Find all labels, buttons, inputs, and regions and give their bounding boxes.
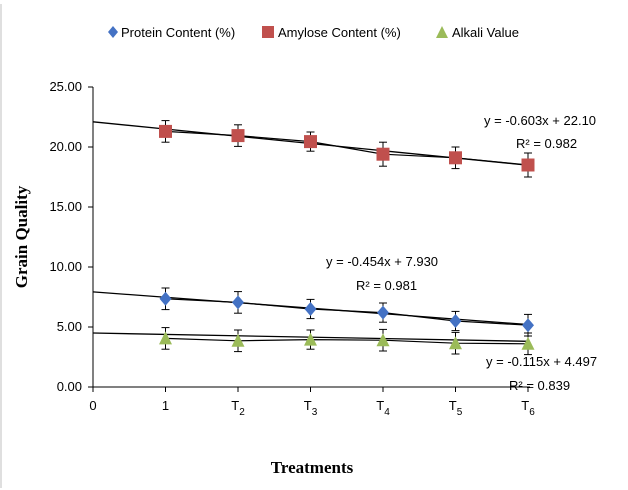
plot-area: 0.00 5.00 10.00 15.00 20.00 25.00 0 1 T2 T3 T4 T5 T… (49, 79, 535, 418)
equation-amylose: y = -0.603x + 22.10 (484, 113, 596, 128)
x-tick-label: 0 (89, 398, 96, 413)
x-tick-label: T6 (521, 398, 535, 418)
series-line-diamond (165, 298, 529, 326)
x-tick-label: T2 (231, 398, 245, 418)
data-point-square (304, 135, 317, 149)
r2-protein: R² = 0.981 (356, 278, 417, 293)
legend-marker-triangle (436, 26, 448, 38)
markers (159, 124, 535, 350)
data-point-square (521, 158, 535, 172)
y-tick-label: 5.00 (57, 319, 82, 334)
legend-item-alkali: Alkali Value (436, 25, 519, 40)
data-point-triangle (159, 331, 172, 345)
y-tick-label: 25.00 (49, 79, 82, 94)
data-point-triangle (449, 336, 462, 350)
data-point-diamond (449, 314, 462, 328)
legend-marker-square (262, 26, 274, 38)
legend-item-amylose: Amylose Content (%) (262, 25, 401, 40)
series-line-square (165, 130, 529, 166)
data-point-triangle (521, 336, 535, 350)
data-point-diamond (159, 291, 172, 306)
data-point-triangle (231, 333, 245, 347)
y-tick-label: 20.00 (49, 139, 82, 154)
y-ticks: 0.00 5.00 10.00 15.00 20.00 25.00 (49, 79, 93, 394)
legend-item-protein: Protein Content (%) (108, 25, 235, 40)
legend-label-protein: Protein Content (%) (121, 25, 235, 40)
data-point-diamond (522, 318, 534, 333)
r2-amylose: R² = 0.982 (516, 136, 577, 151)
equation-alkali: y = -0.115x + 4.497 (486, 354, 597, 369)
data-point-square (231, 129, 245, 143)
x-tick-label: T5 (449, 398, 463, 418)
y-tick-label: 0.00 (57, 379, 82, 394)
legend-label-alkali: Alkali Value (452, 25, 519, 40)
data-point-diamond (304, 302, 317, 316)
y-axis-title: Grain Quality (12, 185, 31, 288)
trendline-equations: y = -0.603x + 22.10 R² = 0.982 y = -0.45… (326, 113, 597, 393)
x-tick-label: 1 (162, 398, 169, 413)
data-point-diamond (232, 295, 244, 310)
x-ticks: 0 1 T2 T3 T4 T5 T6 (89, 387, 535, 418)
equation-protein: y = -0.454x + 7.930 (326, 254, 438, 269)
data-point-square (159, 124, 172, 138)
series-lines (165, 130, 529, 345)
legend-marker-diamond (108, 26, 118, 38)
data-point-square (449, 151, 462, 165)
y-tick-label: 10.00 (49, 259, 82, 274)
r2-alkali: R² = 0.839 (509, 378, 570, 393)
data-point-triangle (304, 332, 317, 346)
data-point-square (376, 147, 390, 161)
series-line-triangle (165, 337, 529, 345)
data-point-diamond (377, 305, 389, 320)
x-tick-label: T3 (304, 398, 318, 418)
x-axis-title: Treatments (271, 458, 354, 477)
y-tick-label: 15.00 (49, 199, 82, 214)
data-point-triangle (376, 333, 390, 347)
legend-label-amylose: Amylose Content (%) (278, 25, 401, 40)
legend: Protein Content (%) Amylose Content (%) … (108, 25, 519, 40)
x-tick-label: T4 (376, 398, 390, 418)
